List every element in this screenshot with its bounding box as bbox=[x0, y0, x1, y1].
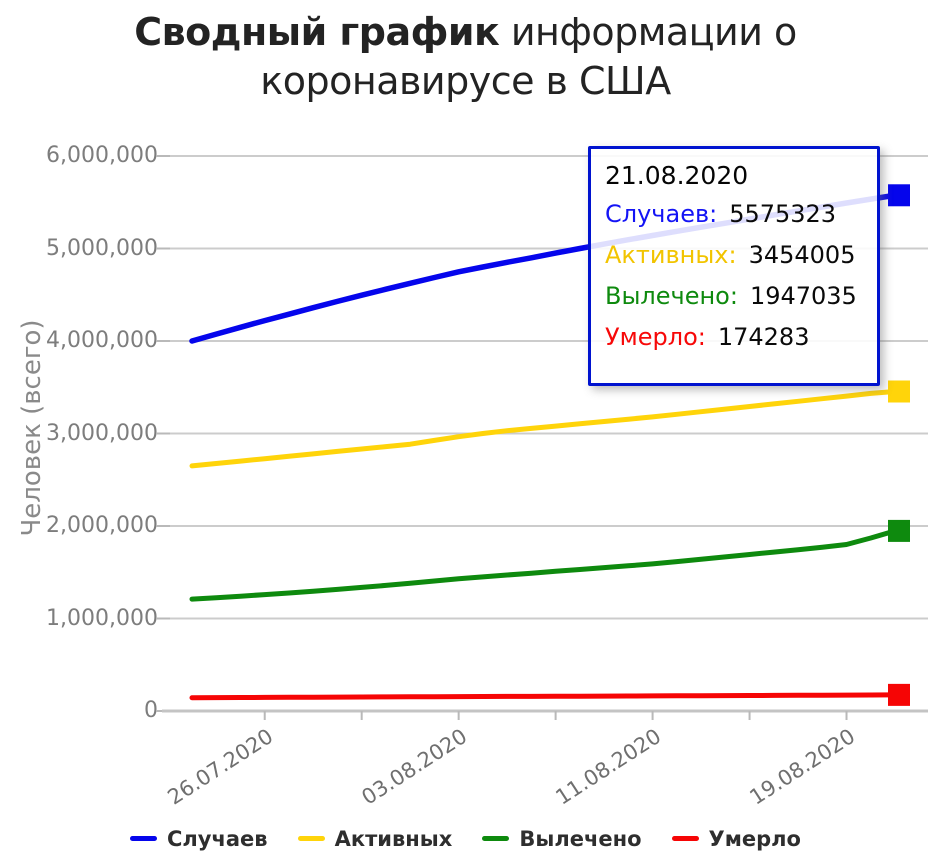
series-line-Умерло[interactable] bbox=[189, 692, 898, 701]
tooltip-series-label: Случаев: bbox=[605, 200, 718, 228]
legend-item-Активных[interactable]: Активных bbox=[297, 826, 453, 851]
tooltip-series-value: 1947035 bbox=[749, 282, 857, 310]
chart-title-bold: Сводный график bbox=[134, 10, 500, 54]
tooltip-row: Вылечено: 1947035 bbox=[605, 282, 867, 310]
tooltip-series-label: Умерло: bbox=[605, 323, 706, 351]
data-tooltip: 21.08.2020 Случаев: 5575323 Активных: 34540… bbox=[588, 146, 880, 386]
legend-dash-icon bbox=[482, 836, 510, 841]
legend-label: Умерло bbox=[708, 826, 801, 851]
tooltip-series-label: Вылечено: bbox=[605, 282, 738, 310]
series-end-marker-Случаев[interactable] bbox=[888, 184, 910, 207]
series-end-marker-Активных[interactable] bbox=[888, 380, 910, 403]
series-end-marker-Вылечено[interactable] bbox=[888, 519, 910, 542]
series-line-Активных[interactable] bbox=[189, 389, 898, 469]
tooltip-row: Умерло: 174283 bbox=[605, 323, 867, 351]
tooltip-series-value: 174283 bbox=[717, 323, 810, 351]
legend-item-Случаев[interactable]: Случаев bbox=[129, 826, 268, 851]
legend-dash-icon bbox=[297, 836, 325, 841]
series-end-marker-Умерло[interactable] bbox=[888, 683, 910, 706]
tooltip-date: 21.08.2020 bbox=[605, 161, 749, 190]
legend-dash-icon bbox=[671, 836, 699, 841]
legend-item-Умерло[interactable]: Умерло bbox=[671, 826, 801, 851]
y-tick-label: 1,000,000 bbox=[46, 605, 158, 631]
legend-label: Вылечено bbox=[519, 826, 642, 851]
tooltip-row: Случаев: 5575323 bbox=[605, 200, 867, 228]
tooltip-series-value: 3454005 bbox=[748, 241, 856, 269]
legend-item-Вылечено[interactable]: Вылечено bbox=[482, 826, 642, 851]
y-tick-label: 5,000,000 bbox=[46, 235, 158, 261]
y-tick-label: 4,000,000 bbox=[46, 328, 158, 353]
chart-title: Сводный график информации о коронавирусе… bbox=[66, 8, 866, 105]
tooltip-row: Активных: 3454005 bbox=[605, 241, 867, 269]
legend-dash-icon bbox=[129, 836, 157, 841]
series-line-Вылечено[interactable] bbox=[189, 528, 898, 602]
chart-title-rest: информации о коронавирусе в США bbox=[260, 10, 797, 103]
y-tick-label: 3,000,000 bbox=[46, 420, 158, 446]
chart-legend: Случаев Активных Вылечено Умерло bbox=[0, 818, 931, 859]
y-tick-label: 2,000,000 bbox=[46, 513, 158, 538]
y-tick-label: 6,000,000 bbox=[46, 143, 158, 168]
tooltip-series-label: Активных: bbox=[605, 241, 737, 269]
legend-label: Активных bbox=[334, 826, 453, 851]
legend-label: Случаев bbox=[166, 826, 268, 851]
y-tick-label: 0 bbox=[144, 698, 158, 723]
tooltip-series-value: 5575323 bbox=[729, 200, 837, 228]
